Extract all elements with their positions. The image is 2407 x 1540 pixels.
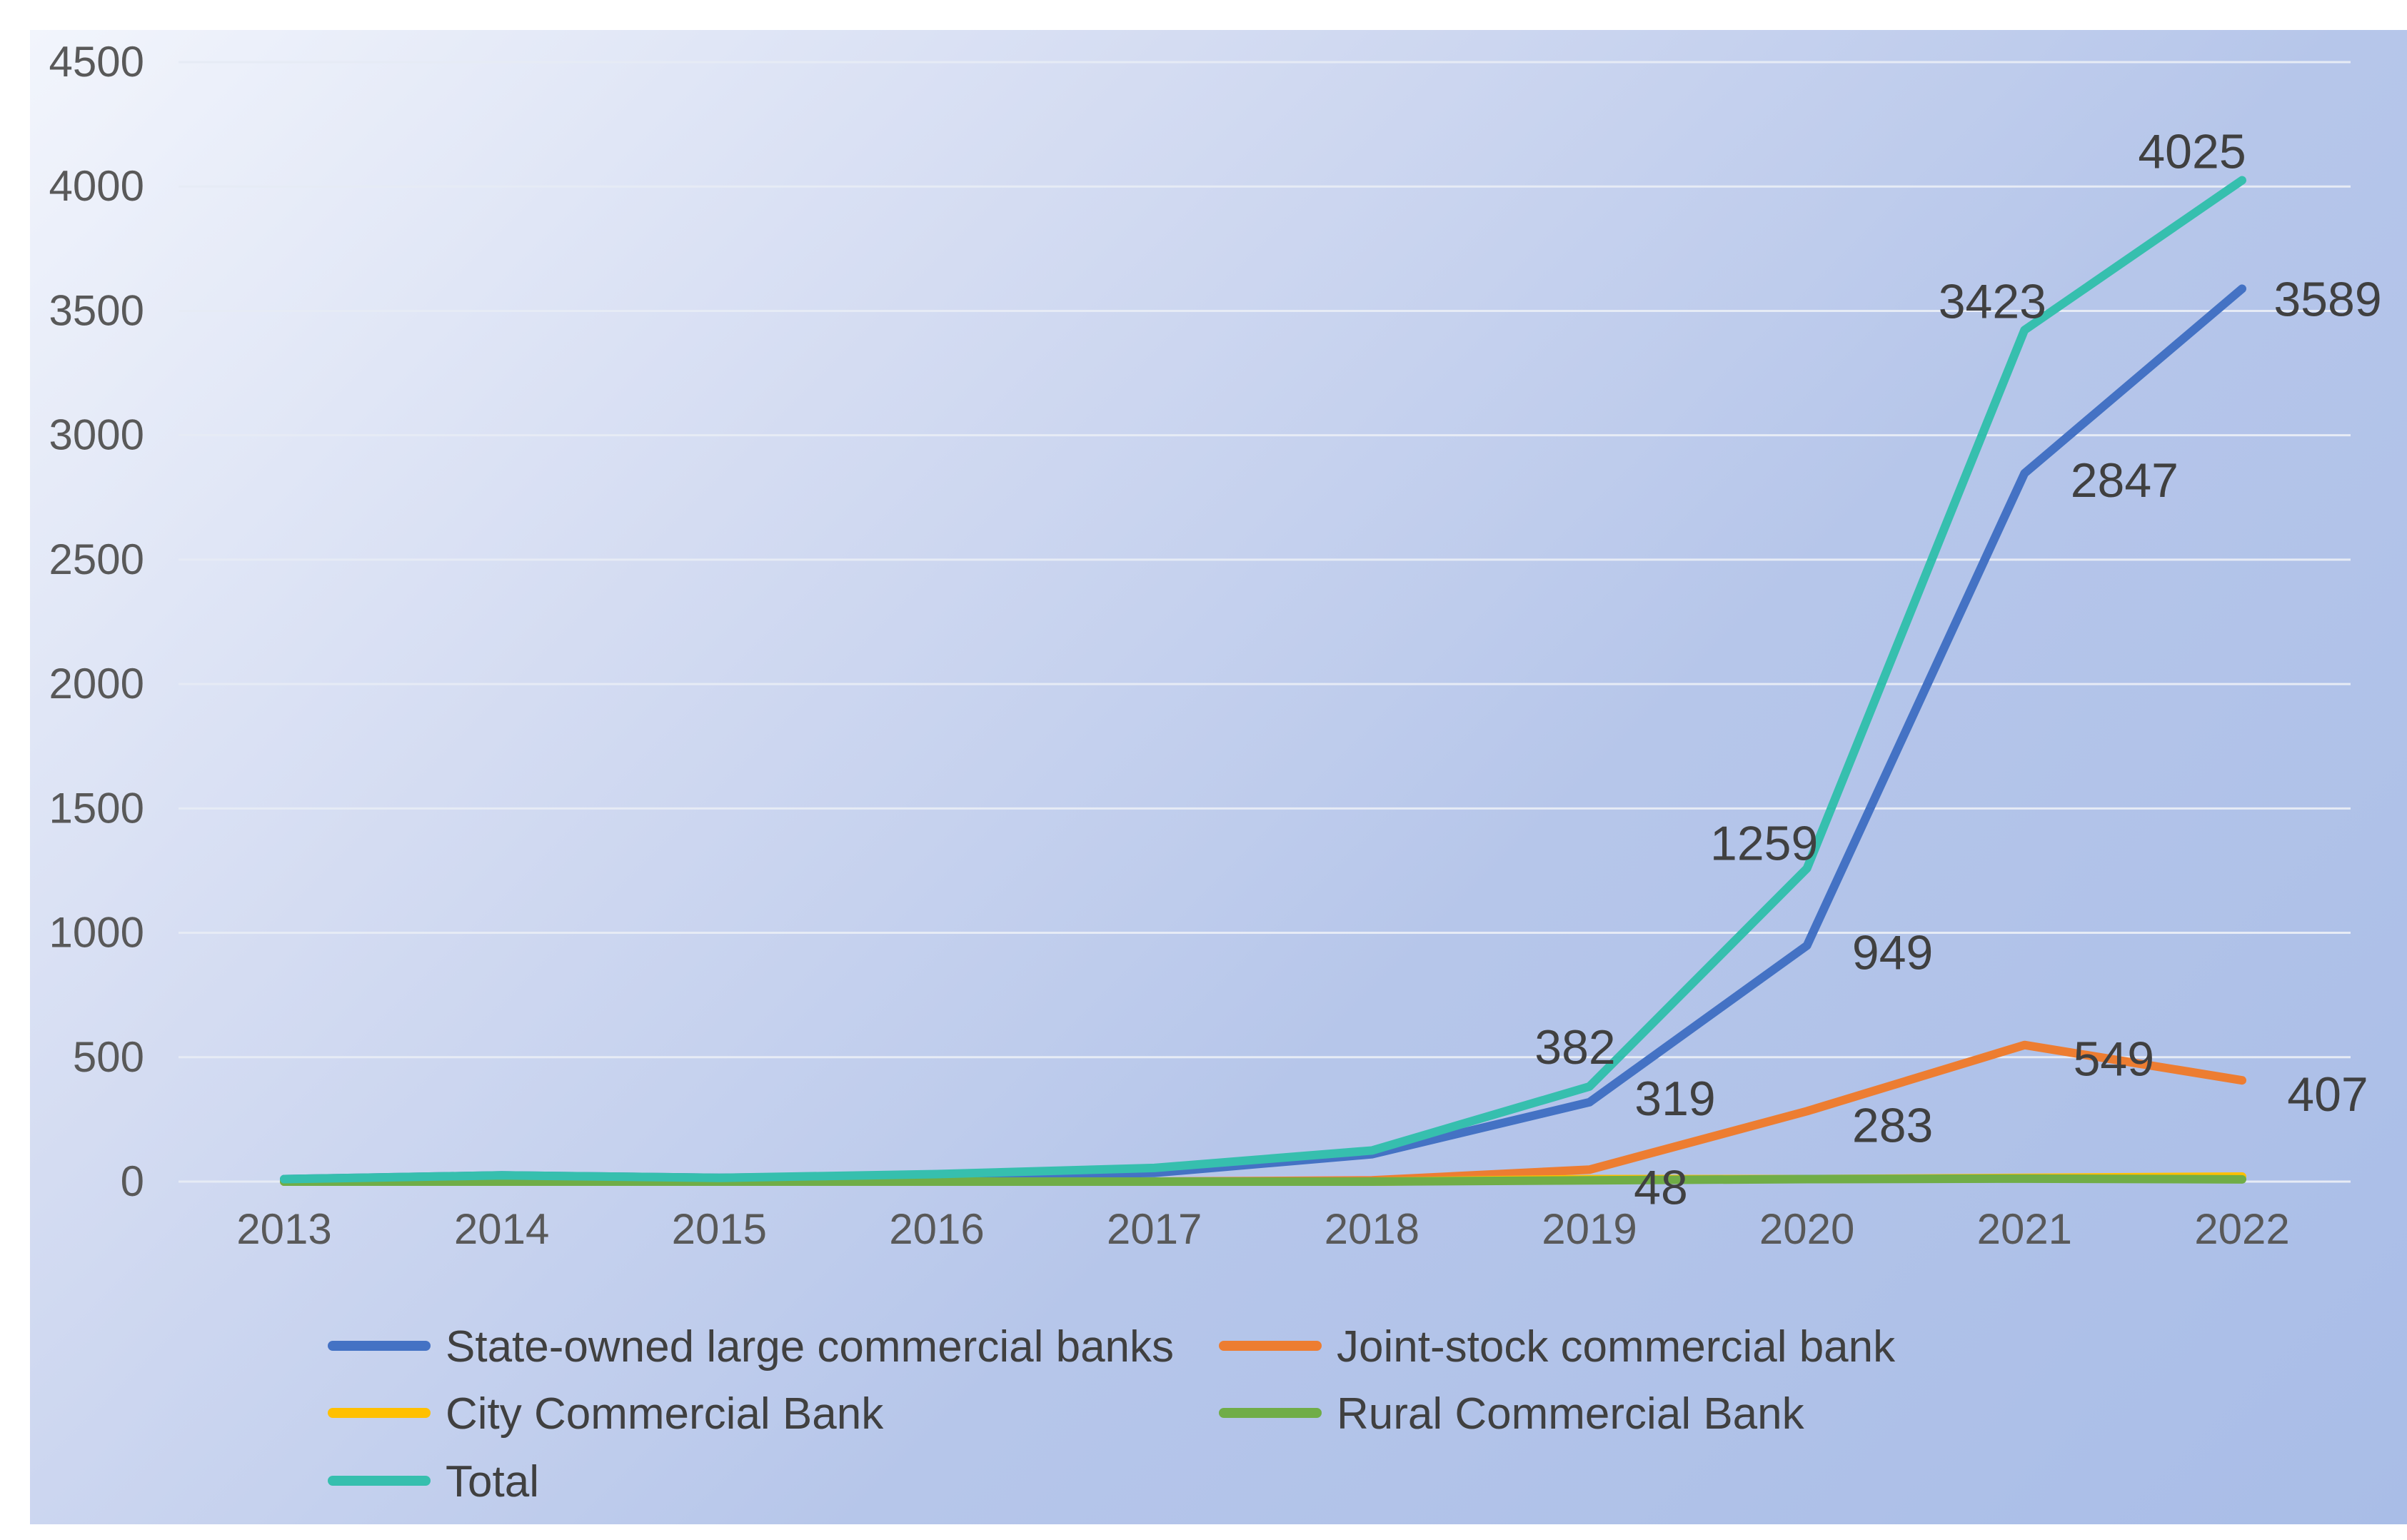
y-tick-label: 3500 [49, 286, 144, 334]
data-label: 4025 [2138, 125, 2246, 179]
y-tick-label: 4500 [49, 38, 144, 86]
series-line-4 [280, 176, 2246, 1184]
data-label: 48 [1634, 1160, 1688, 1214]
x-tick-label: 2017 [1107, 1205, 1202, 1253]
y-tick-label: 500 [73, 1033, 144, 1081]
x-tick-label: 2015 [672, 1205, 767, 1253]
data-labels: 319 949 2847 3589 48 283 549 407 382 1259 3423 4025 [1534, 125, 2381, 1215]
chart-panel: 0 500 1000 1500 2000 2500 3000 3500 4000 4500 201… [30, 30, 2407, 1524]
y-axis-ticks: 0 500 1000 1500 2000 2500 3000 3500 4000 4500 [49, 38, 144, 1205]
legend-label: Rural Commercial Bank [1337, 1389, 1805, 1439]
data-label: 2847 [2071, 453, 2179, 508]
x-tick-label: 2022 [2194, 1205, 2289, 1253]
series-line-0 [280, 284, 2246, 1184]
series-line-3 [280, 1174, 2246, 1186]
data-label: 319 [1634, 1072, 1715, 1126]
y-tick-label: 1500 [49, 784, 144, 832]
legend-label: City Commercial Bank [446, 1389, 884, 1439]
legend-label: State-owned large commercial banks [446, 1322, 1174, 1372]
data-label: 549 [2074, 1032, 2154, 1087]
x-tick-label: 2014 [454, 1205, 549, 1253]
x-tick-label: 2020 [1759, 1205, 1854, 1253]
x-axis-ticks: 2013 2014 2015 2016 2017 2018 2019 2020 2021 2022 [236, 1205, 2289, 1253]
y-tick-label: 2500 [49, 535, 144, 583]
series-lines [280, 176, 2246, 1186]
data-label: 1259 [1710, 816, 1818, 870]
data-label: 3423 [1939, 274, 2046, 328]
line-chart: 0 500 1000 1500 2000 2500 3000 3500 4000 4500 201… [49, 38, 2382, 1506]
x-tick-label: 2016 [889, 1205, 984, 1253]
y-tick-label: 2000 [49, 660, 144, 708]
legend-label: Joint-stock commercial bank [1337, 1322, 1896, 1372]
y-tick-label: 0 [121, 1157, 144, 1205]
gridlines [179, 61, 2351, 1183]
data-label: 949 [1852, 925, 1933, 980]
legend: State-owned large commercial banks Joint-… [328, 1322, 1896, 1506]
legend-label: Total [446, 1457, 539, 1506]
x-tick-label: 2019 [1542, 1205, 1637, 1253]
data-label: 283 [1852, 1098, 1933, 1152]
y-tick-label: 4000 [49, 162, 144, 210]
y-tick-label: 1000 [49, 909, 144, 957]
data-label: 3589 [2273, 272, 2381, 326]
x-tick-label: 2021 [1977, 1205, 2072, 1253]
data-label: 382 [1534, 1020, 1615, 1075]
x-tick-label: 2018 [1325, 1205, 1419, 1253]
data-label: 407 [2287, 1067, 2368, 1122]
y-tick-label: 3000 [49, 411, 144, 459]
x-tick-label: 2013 [236, 1205, 331, 1253]
